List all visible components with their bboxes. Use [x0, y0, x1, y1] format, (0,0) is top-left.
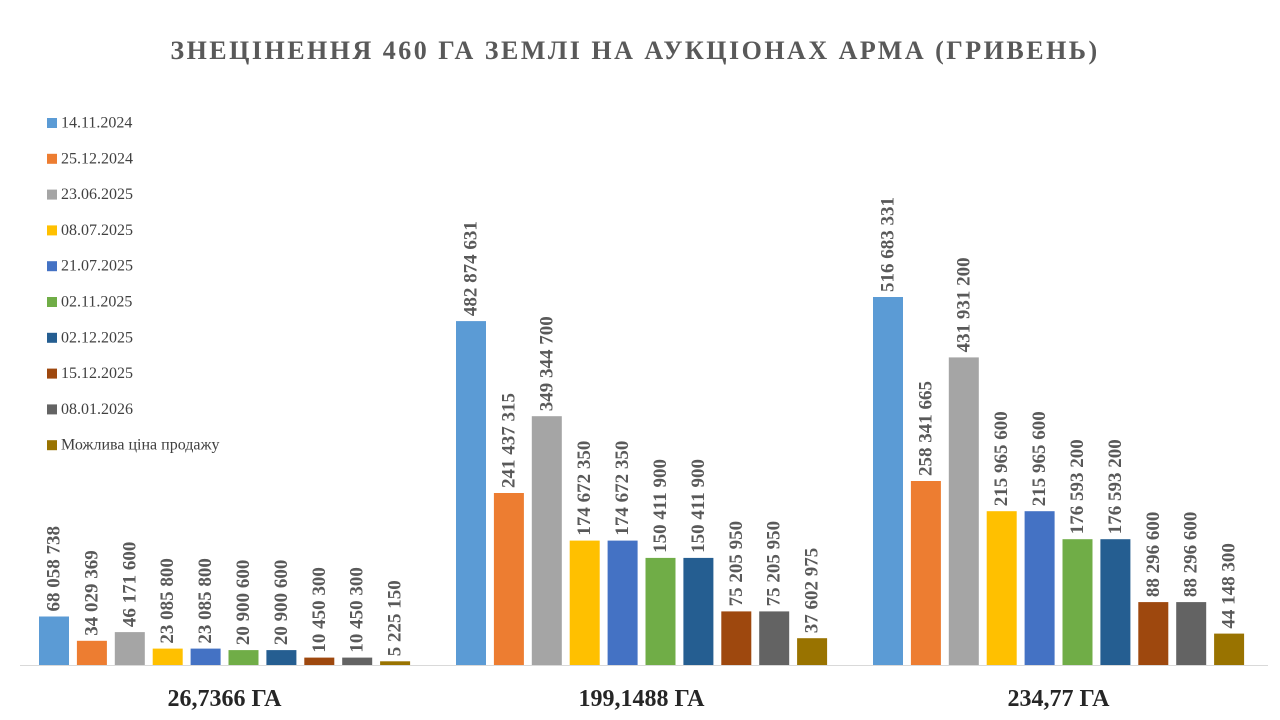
data-label: 37 602 975 — [802, 548, 823, 634]
bar — [190, 648, 221, 665]
bar — [342, 657, 373, 665]
bar — [456, 321, 486, 665]
legend-label: 08.07.2025 — [61, 222, 133, 239]
bar — [76, 640, 107, 665]
bar — [683, 557, 714, 665]
bar — [1062, 539, 1093, 665]
bar — [797, 638, 828, 665]
data-label: 431 931 200 — [953, 257, 974, 352]
data-label: 215 965 600 — [1029, 411, 1050, 506]
bar — [531, 416, 562, 665]
data-label: 5 225 150 — [385, 580, 406, 656]
legend-label: 21.07.2025 — [61, 258, 133, 275]
legend-swatch — [47, 440, 57, 451]
legend-label: 15.12.2025 — [61, 365, 133, 382]
legend-label: 08.01.2026 — [61, 401, 133, 418]
data-label: 176 593 200 — [1067, 439, 1088, 534]
legend-swatch — [47, 261, 57, 272]
legend: 14.11.2024 25.12.2024 23.06.2025 08.07.2025… — [47, 115, 220, 454]
legend-swatch — [47, 153, 57, 164]
bar — [1214, 633, 1245, 665]
bar — [873, 297, 903, 665]
data-label: 150 411 900 — [688, 459, 709, 553]
data-label: 75 205 950 — [726, 521, 747, 607]
data-labels-group: 68 058 738 34 029 369 46 171 600 23 085 800… — [44, 197, 1240, 656]
chart-title: ЗНЕЦІНЕННЯ 460 ГА ЗЕМЛІ НА АУКЦІОНАХ АРМ… — [170, 36, 1099, 65]
data-label: 10 450 300 — [309, 567, 330, 653]
data-label: 23 085 800 — [195, 558, 216, 644]
category-label: 234,77 ГА — [1008, 686, 1111, 712]
legend-swatch — [47, 118, 57, 128]
bar — [607, 540, 638, 665]
data-label: 482 874 631 — [461, 221, 482, 316]
bar — [304, 657, 335, 665]
data-label: 215 965 600 — [991, 411, 1012, 506]
legend-label: 25.12.2024 — [61, 150, 133, 167]
legend-label: 02.12.2025 — [61, 329, 133, 346]
legend-swatch — [47, 225, 57, 236]
bar — [948, 357, 979, 665]
data-label: 349 344 700 — [536, 316, 557, 411]
bar — [493, 493, 524, 665]
data-label: 23 085 800 — [157, 558, 178, 644]
legend-label: 02.11.2025 — [61, 294, 132, 311]
legend-swatch — [47, 297, 57, 307]
data-label: 150 411 900 — [650, 459, 671, 553]
bar — [114, 632, 145, 665]
category-labels-group: 26,7366 ГА 199,1488 ГА 234,77 ГА — [168, 686, 1111, 712]
data-label: 44 148 300 — [1219, 543, 1240, 629]
data-label: 258 341 665 — [915, 381, 936, 476]
data-label: 75 205 950 — [764, 521, 785, 607]
legend-label: Можлива ціна продажу — [61, 437, 220, 454]
bar — [569, 540, 600, 665]
bar — [1176, 602, 1207, 665]
bar — [910, 481, 941, 665]
bar — [721, 611, 752, 665]
legend-swatch — [47, 368, 57, 379]
data-label: 20 900 600 — [271, 560, 292, 646]
data-label: 88 296 600 — [1143, 512, 1164, 598]
legend-label: 14.11.2024 — [61, 115, 132, 132]
data-label: 176 593 200 — [1105, 439, 1126, 534]
data-label: 174 672 350 — [612, 441, 633, 536]
bar — [266, 650, 297, 665]
bar — [1100, 539, 1131, 665]
data-label: 20 900 600 — [233, 560, 254, 646]
bar — [645, 557, 676, 665]
legend-swatch — [47, 189, 57, 200]
data-label: 68 058 738 — [44, 526, 65, 612]
legend-label: 23.06.2025 — [61, 186, 133, 203]
bar — [228, 650, 259, 665]
legend-swatch — [47, 332, 57, 343]
bar — [1138, 602, 1169, 665]
bar — [39, 616, 69, 665]
legend-swatch — [47, 404, 57, 415]
category-label: 199,1488 ГА — [579, 686, 706, 712]
bars-group — [39, 297, 1245, 665]
bar — [986, 511, 1017, 665]
data-label: 34 029 369 — [81, 550, 102, 636]
data-label: 46 171 600 — [119, 542, 140, 628]
bar — [152, 648, 183, 665]
data-label: 174 672 350 — [574, 441, 595, 536]
data-label: 88 296 600 — [1181, 512, 1202, 598]
data-label: 241 437 315 — [498, 393, 519, 488]
data-label: 10 450 300 — [347, 567, 368, 653]
category-label: 26,7366 ГА — [168, 686, 283, 712]
bar — [1024, 511, 1055, 665]
data-label: 516 683 331 — [878, 197, 899, 292]
bar — [380, 661, 411, 665]
bar — [759, 611, 790, 665]
